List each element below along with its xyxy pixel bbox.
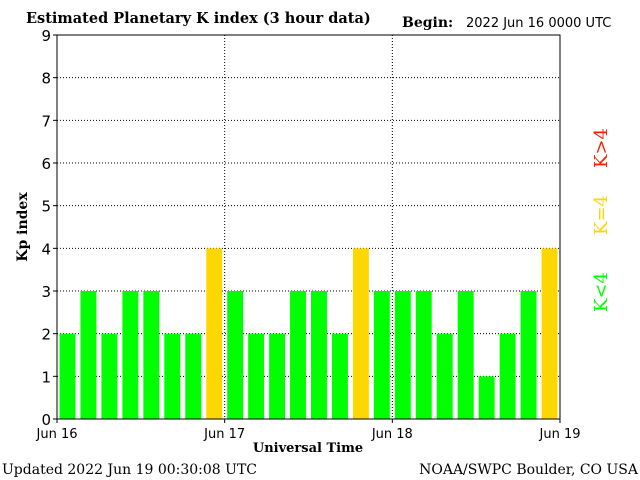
x-tick-label: Jun 18	[371, 427, 413, 442]
grid-lines	[57, 35, 560, 419]
x-axis-label: Universal Time	[253, 441, 363, 456]
kp-bar	[457, 291, 474, 419]
y-tick-label: 5	[41, 198, 51, 216]
begin-label: Begin:	[402, 15, 453, 31]
updated-timestamp: Updated 2022 Jun 19 00:30:08 UTC	[2, 462, 257, 478]
kp-bar	[227, 291, 244, 419]
y-axis-label: Kp index	[15, 192, 31, 262]
y-tick-label: 7	[41, 112, 51, 130]
y-tick-label: 1	[41, 368, 51, 386]
kp-bar	[143, 291, 160, 419]
y-tick-label: 0	[41, 411, 51, 429]
kp-bar	[164, 333, 181, 419]
kp-bar	[352, 248, 369, 419]
kp-bar	[478, 376, 495, 419]
plot-background	[57, 35, 560, 419]
kp-bar	[331, 333, 348, 419]
bars	[59, 248, 558, 419]
credit-text: NOAA/SWPC Boulder, CO USA	[419, 462, 639, 478]
kp-bar	[269, 333, 286, 419]
kp-bar	[80, 291, 97, 419]
kp-bar	[185, 333, 202, 419]
y-tick-label: 3	[41, 283, 51, 301]
kp-bar	[541, 248, 558, 419]
kp-bar	[415, 291, 432, 419]
x-tick-label: Jun 16	[36, 427, 78, 442]
y-tick-label: 8	[41, 70, 51, 88]
begin-value: 2022 Jun 16 0000 UTC	[466, 16, 611, 31]
y-tick-label: 9	[41, 27, 51, 45]
y-tick-label: 4	[41, 240, 51, 258]
kp-bar	[206, 248, 223, 419]
kp-bar	[101, 333, 118, 419]
kp-bar	[290, 291, 306, 419]
legend-item-below4: K<4	[591, 272, 612, 312]
kp-bar	[248, 333, 265, 419]
plot-area	[56, 34, 561, 420]
kp-bar	[59, 333, 76, 419]
kp-bar	[122, 291, 139, 419]
legend-item-above4: K>4	[591, 128, 612, 168]
legend: K<4 K=4 K>4	[591, 128, 612, 312]
plot-frame	[56, 34, 561, 420]
kp-bar	[311, 291, 327, 419]
kp-bar	[373, 291, 390, 419]
kp-bar	[436, 333, 453, 419]
kp-bar	[499, 333, 516, 419]
y-tick-label: 2	[41, 326, 51, 344]
kp-bar	[394, 291, 411, 419]
y-tick-label: 6	[41, 155, 51, 173]
legend-item-equal4: K=4	[591, 195, 612, 235]
chart-title: Estimated Planetary K index (3 hour data…	[26, 10, 371, 27]
kp-bar	[520, 291, 537, 419]
x-tick-label: Jun 17	[203, 427, 245, 442]
x-tick-label: Jun 19	[539, 427, 581, 442]
y-tick-labels: 0 1 2 3 4 5 6 7 8 9	[41, 27, 57, 429]
x-tick-labels: Jun 16 Jun 17 Jun 18 Jun 19	[36, 419, 581, 442]
